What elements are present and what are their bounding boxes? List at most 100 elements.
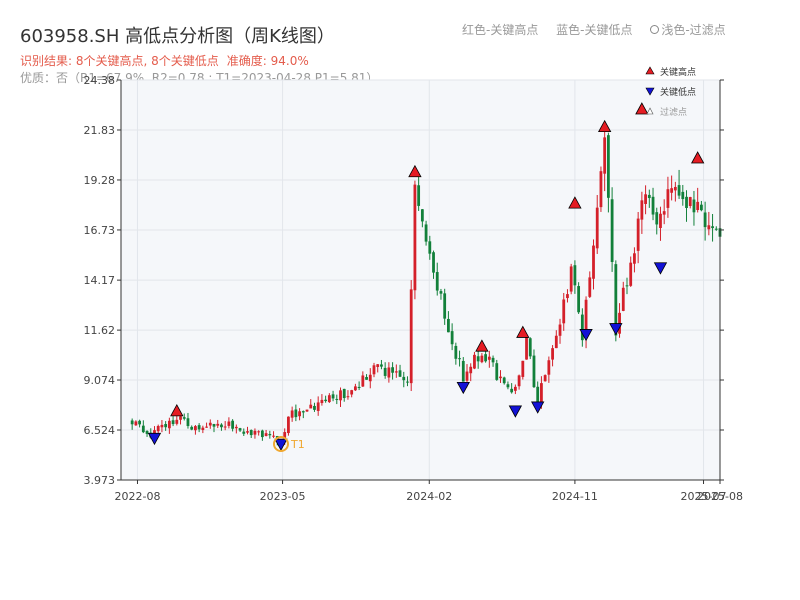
candle-body bbox=[699, 204, 703, 211]
key-low-marker bbox=[508, 405, 523, 418]
candle-body bbox=[677, 185, 681, 196]
candle-body bbox=[473, 354, 476, 369]
candle-body bbox=[435, 272, 439, 291]
candle-body bbox=[439, 291, 443, 294]
candle-body bbox=[171, 420, 175, 425]
candle-body bbox=[301, 411, 305, 413]
candle-body bbox=[335, 398, 339, 400]
candle-body bbox=[599, 171, 603, 208]
legend-low-icon bbox=[645, 87, 655, 96]
candle-body bbox=[160, 424, 164, 428]
candle-body bbox=[313, 405, 316, 410]
candle-body bbox=[156, 425, 160, 432]
candle-body bbox=[566, 294, 569, 299]
candle-body bbox=[130, 420, 134, 425]
candle-body bbox=[495, 363, 499, 380]
y-tick-label: 19.28 bbox=[84, 174, 116, 187]
candle-body bbox=[692, 199, 696, 213]
candle-body bbox=[268, 434, 272, 436]
legend-low-label: 关键低点 bbox=[660, 86, 696, 98]
key-high-marker bbox=[170, 404, 184, 417]
candle-body bbox=[223, 426, 227, 428]
candle-body bbox=[484, 354, 488, 362]
candle-body bbox=[540, 383, 543, 402]
candle-body bbox=[525, 336, 528, 360]
candle-body bbox=[342, 388, 346, 399]
candle-body bbox=[595, 207, 599, 249]
candle-body bbox=[636, 218, 640, 251]
key-low-marker bbox=[653, 262, 668, 275]
candle-body bbox=[327, 395, 331, 403]
legend-filtered-label: 过滤点 bbox=[660, 106, 687, 118]
circle-icon bbox=[650, 25, 660, 34]
candle-body bbox=[621, 287, 625, 311]
candle-body bbox=[391, 367, 394, 373]
accuracy-value: 准确度: 94.0% bbox=[226, 54, 309, 68]
candle-body bbox=[417, 185, 421, 206]
key-high-marker bbox=[597, 119, 612, 133]
candle-body bbox=[205, 426, 208, 428]
candle-body bbox=[216, 423, 220, 426]
candle-body bbox=[234, 426, 238, 429]
candle-body bbox=[353, 386, 357, 391]
candle-body bbox=[357, 386, 361, 388]
candle-body bbox=[562, 299, 566, 324]
t1-label: T1 bbox=[290, 438, 305, 451]
candle-body bbox=[647, 194, 651, 199]
candle-body bbox=[655, 212, 659, 225]
chart-subtitle: 识别结果: 8个关键高点, 8个关键低点 准确度: 94.0% bbox=[20, 52, 309, 69]
candle-body bbox=[387, 367, 391, 378]
result-summary: 识别结果: 8个关键高点, 8个关键低点 bbox=[20, 54, 219, 68]
candle-body bbox=[469, 366, 473, 374]
legend-red-text: 红色-关键高点 bbox=[462, 23, 539, 37]
candle-body bbox=[543, 375, 547, 382]
candle-body bbox=[212, 423, 216, 427]
candle-body bbox=[383, 367, 387, 376]
key-low-marker bbox=[147, 432, 162, 446]
candle-body bbox=[141, 425, 145, 433]
candle-body bbox=[513, 386, 517, 391]
candle-body bbox=[681, 191, 685, 200]
key-high-marker bbox=[475, 339, 489, 352]
candle-body bbox=[242, 431, 246, 434]
candle-body bbox=[264, 433, 268, 436]
candle-body bbox=[558, 324, 562, 336]
marker-legend: 关键高点 关键低点 过滤点 bbox=[645, 66, 696, 118]
candle-body bbox=[309, 404, 313, 409]
candle-body bbox=[536, 386, 540, 402]
x-tick-label: 2025-07 bbox=[681, 490, 727, 503]
candle-body bbox=[554, 335, 558, 349]
legend-high-icon bbox=[645, 66, 655, 75]
candle-body bbox=[201, 427, 205, 430]
candle-body bbox=[711, 226, 714, 229]
candle-body bbox=[409, 289, 413, 384]
candle-body bbox=[610, 199, 614, 262]
candle-body bbox=[167, 420, 171, 429]
candle-body bbox=[138, 420, 142, 425]
candle-body bbox=[703, 212, 707, 228]
candle-body bbox=[461, 360, 465, 382]
y-tick-label: 14.17 bbox=[84, 274, 116, 287]
candle-body bbox=[606, 135, 610, 198]
key-low-marker bbox=[579, 329, 593, 342]
top-legend: 红色-关键高点 蓝色-关键低点 浅色-过滤点 bbox=[462, 21, 740, 38]
candle-body bbox=[714, 228, 718, 230]
candle-body bbox=[424, 224, 428, 242]
chart-title: 603958.SH 高低点分析图（周K线图） bbox=[20, 26, 335, 47]
legend-high-label: 关键高点 bbox=[660, 66, 696, 78]
candle-body bbox=[253, 430, 257, 435]
candle-body bbox=[696, 201, 700, 210]
candle-body bbox=[450, 331, 454, 345]
candle-body bbox=[432, 252, 435, 273]
candle-body bbox=[633, 253, 636, 264]
x-tick-label: 2024-11 bbox=[552, 490, 598, 503]
candle-body bbox=[662, 211, 666, 215]
candle-body bbox=[398, 370, 402, 377]
candle-body bbox=[465, 371, 469, 381]
candle-body bbox=[614, 264, 618, 336]
candle-body bbox=[320, 399, 324, 404]
candle-body bbox=[182, 417, 186, 419]
candle-body bbox=[272, 435, 275, 437]
key-low-marker bbox=[531, 401, 545, 414]
